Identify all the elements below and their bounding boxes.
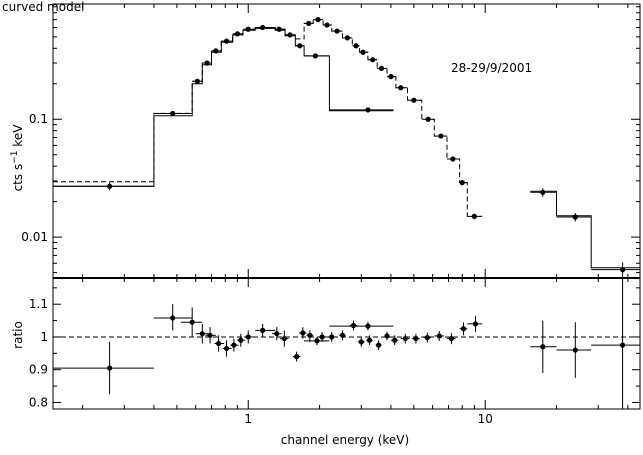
chart-title: curved model bbox=[2, 0, 84, 14]
data-point bbox=[297, 43, 303, 49]
data-point bbox=[411, 97, 417, 103]
model-solid-line bbox=[53, 27, 394, 187]
x-tick-label: 1 bbox=[244, 412, 252, 426]
data-point bbox=[360, 49, 366, 55]
ratio-point bbox=[170, 315, 176, 321]
ratio-point bbox=[358, 339, 364, 345]
ratio-point bbox=[619, 342, 626, 348]
data-point bbox=[334, 28, 340, 34]
model-dashed-line bbox=[53, 19, 483, 217]
date-annotation: 28-29/9/2001 bbox=[451, 61, 532, 75]
ratio-point bbox=[216, 340, 222, 347]
ratio-point bbox=[260, 327, 266, 333]
data-point bbox=[540, 189, 546, 195]
data-point bbox=[312, 53, 318, 59]
data-point bbox=[223, 38, 230, 44]
ratio-point bbox=[274, 331, 280, 337]
ratio-point bbox=[460, 326, 467, 332]
bottom-y-tick-label: 1.1 bbox=[29, 297, 48, 311]
data-point bbox=[276, 26, 282, 32]
ratio-point bbox=[424, 335, 430, 341]
data-point bbox=[471, 213, 477, 219]
ratio-point bbox=[376, 342, 382, 348]
top-y-axis-label-unit: keV bbox=[11, 124, 25, 151]
bottom-plot-frame bbox=[52, 277, 641, 410]
ratio-point bbox=[392, 337, 398, 343]
top-y-axis-label: cts s−1 keV bbox=[10, 124, 25, 192]
ratio-point bbox=[365, 323, 371, 329]
ratio-panel: 0.8 0.9 1 1.1 1 10 bbox=[29, 277, 641, 426]
bottom-y-tick-label: 0.8 bbox=[29, 395, 48, 409]
top-y-tick-label: 0.01 bbox=[21, 230, 48, 244]
ratio-point bbox=[366, 337, 373, 343]
ratio-point bbox=[207, 332, 213, 338]
data-point bbox=[365, 107, 371, 113]
data-point bbox=[459, 180, 465, 186]
data-point bbox=[450, 156, 456, 162]
ratio-point bbox=[339, 332, 346, 338]
ratio-point bbox=[350, 322, 357, 329]
ratio-point bbox=[281, 335, 287, 342]
ratio-point bbox=[307, 332, 313, 338]
ratio-point bbox=[107, 365, 113, 371]
top-y-axis-label-exp: −1 bbox=[10, 151, 20, 164]
ratio-point bbox=[199, 331, 205, 337]
bottom-y-axis-label: ratio bbox=[11, 321, 25, 349]
data-point bbox=[234, 31, 240, 37]
ratio-point bbox=[223, 345, 230, 352]
data-point bbox=[306, 20, 312, 27]
data-point bbox=[260, 24, 266, 31]
data-point bbox=[438, 133, 444, 139]
data-point bbox=[213, 48, 219, 54]
data-point bbox=[425, 116, 431, 122]
ratio-point bbox=[540, 344, 546, 350]
data-point bbox=[572, 214, 578, 220]
spectrum-panel: 0.01 0.1 bbox=[21, 3, 641, 279]
ratio-point bbox=[231, 342, 237, 348]
data-point bbox=[353, 43, 359, 49]
bottom-y-tick-label: 1 bbox=[40, 330, 48, 344]
data-point bbox=[315, 17, 321, 23]
ratio-point bbox=[413, 335, 419, 342]
top-plot-frame bbox=[52, 3, 641, 279]
ratio-point bbox=[319, 334, 325, 340]
ratio-point bbox=[436, 333, 442, 339]
bottom-y-tick-label: 0.9 bbox=[29, 363, 48, 377]
x-tick-label: 10 bbox=[478, 412, 493, 426]
data-point bbox=[344, 35, 350, 41]
data-point bbox=[324, 22, 330, 28]
ratio-point bbox=[245, 334, 251, 340]
ratio-point bbox=[472, 321, 479, 327]
ratio-point bbox=[384, 333, 390, 339]
ratio-point bbox=[314, 338, 320, 344]
data-point bbox=[204, 60, 210, 66]
x-axis-label: channel energy (keV) bbox=[281, 433, 409, 447]
data-point bbox=[370, 57, 376, 63]
data-point bbox=[107, 183, 113, 189]
data-point bbox=[378, 65, 385, 72]
data-point bbox=[287, 32, 293, 38]
data-point bbox=[245, 26, 251, 32]
top-y-tick-label: 0.1 bbox=[29, 112, 48, 126]
ratio-point bbox=[572, 347, 578, 353]
model-high-energy-line bbox=[530, 190, 640, 269]
data-point bbox=[194, 78, 200, 84]
ratio-point bbox=[329, 334, 335, 340]
data-point bbox=[398, 85, 404, 91]
ratio-point bbox=[300, 330, 306, 336]
ratio-point bbox=[448, 335, 455, 342]
top-y-axis-label-base: cts s bbox=[11, 164, 25, 192]
ratio-point bbox=[402, 335, 408, 342]
ratio-point bbox=[189, 319, 195, 325]
ratio-point bbox=[294, 354, 300, 360]
data-point bbox=[388, 74, 394, 80]
ratio-point bbox=[238, 337, 244, 343]
data-point bbox=[619, 267, 626, 273]
data-point bbox=[170, 110, 176, 117]
